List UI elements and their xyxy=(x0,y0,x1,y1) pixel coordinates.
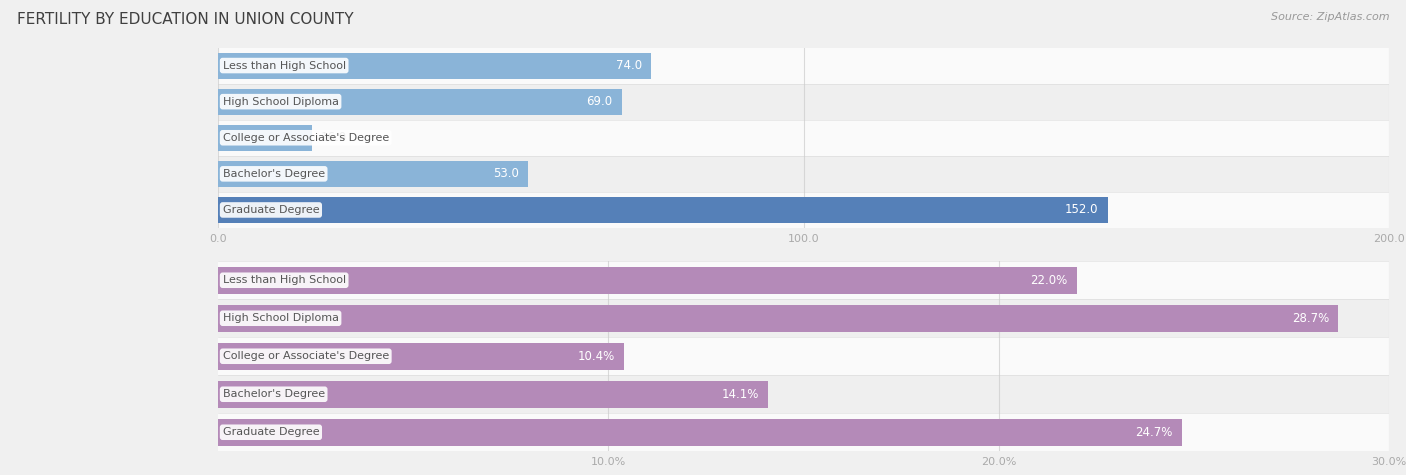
Bar xyxy=(218,299,1389,337)
Text: FERTILITY BY EDUCATION IN UNION COUNTY: FERTILITY BY EDUCATION IN UNION COUNTY xyxy=(17,12,353,27)
Bar xyxy=(218,380,769,408)
Bar xyxy=(218,84,1389,120)
Text: 14.1%: 14.1% xyxy=(721,388,759,401)
Bar xyxy=(218,53,651,78)
Bar xyxy=(218,197,1108,223)
Text: Less than High School: Less than High School xyxy=(222,275,346,285)
Text: 22.0%: 22.0% xyxy=(1031,274,1067,287)
Text: 69.0: 69.0 xyxy=(586,95,613,108)
Bar xyxy=(218,261,1389,299)
Bar xyxy=(218,418,1182,446)
Text: College or Associate's Degree: College or Associate's Degree xyxy=(222,351,389,361)
Text: 24.7%: 24.7% xyxy=(1136,426,1173,439)
Bar xyxy=(218,413,1389,451)
Text: 74.0: 74.0 xyxy=(616,59,643,72)
Text: Graduate Degree: Graduate Degree xyxy=(222,427,319,437)
Text: High School Diploma: High School Diploma xyxy=(222,96,339,107)
Bar xyxy=(218,89,621,114)
Bar xyxy=(218,342,624,370)
Bar xyxy=(218,266,1077,294)
Bar xyxy=(218,48,1389,84)
Text: 16.0: 16.0 xyxy=(321,131,347,144)
Text: High School Diploma: High School Diploma xyxy=(222,313,339,323)
Bar xyxy=(218,337,1389,375)
Text: Bachelor's Degree: Bachelor's Degree xyxy=(222,389,325,399)
Bar xyxy=(218,125,312,151)
Text: 53.0: 53.0 xyxy=(494,167,519,180)
Text: Bachelor's Degree: Bachelor's Degree xyxy=(222,169,325,179)
Bar xyxy=(218,375,1389,413)
Text: College or Associate's Degree: College or Associate's Degree xyxy=(222,133,389,143)
Text: Graduate Degree: Graduate Degree xyxy=(222,205,319,215)
Text: 152.0: 152.0 xyxy=(1066,203,1098,217)
Text: 28.7%: 28.7% xyxy=(1292,312,1329,325)
Bar xyxy=(218,192,1389,228)
Text: Less than High School: Less than High School xyxy=(222,60,346,71)
Bar xyxy=(218,304,1339,332)
Bar xyxy=(218,120,1389,156)
Bar xyxy=(218,156,1389,192)
Text: 10.4%: 10.4% xyxy=(578,350,614,363)
Text: Source: ZipAtlas.com: Source: ZipAtlas.com xyxy=(1271,12,1389,22)
Bar xyxy=(218,161,529,187)
